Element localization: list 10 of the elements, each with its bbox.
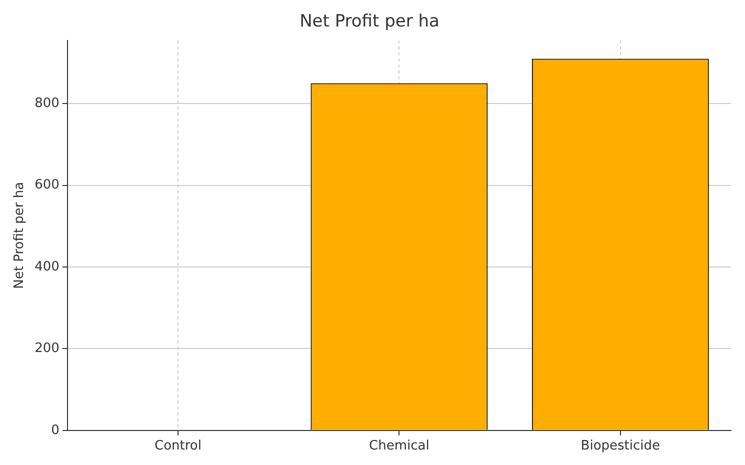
x-tick-label: Control [154,438,202,454]
y-tick-label: 800 [34,96,60,112]
y-tick-label: 600 [34,178,60,193]
y-axis-title: Net Profit per ha [12,182,28,289]
x-tick-label: Chemical [369,438,430,454]
y-tick-label: 200 [34,341,60,356]
chart-title: Net Profit per ha [300,12,440,32]
x-tick-label: Biopesticide [580,438,660,454]
y-tick-label: 0 [51,422,60,438]
y-tick-label: 400 [34,259,60,274]
